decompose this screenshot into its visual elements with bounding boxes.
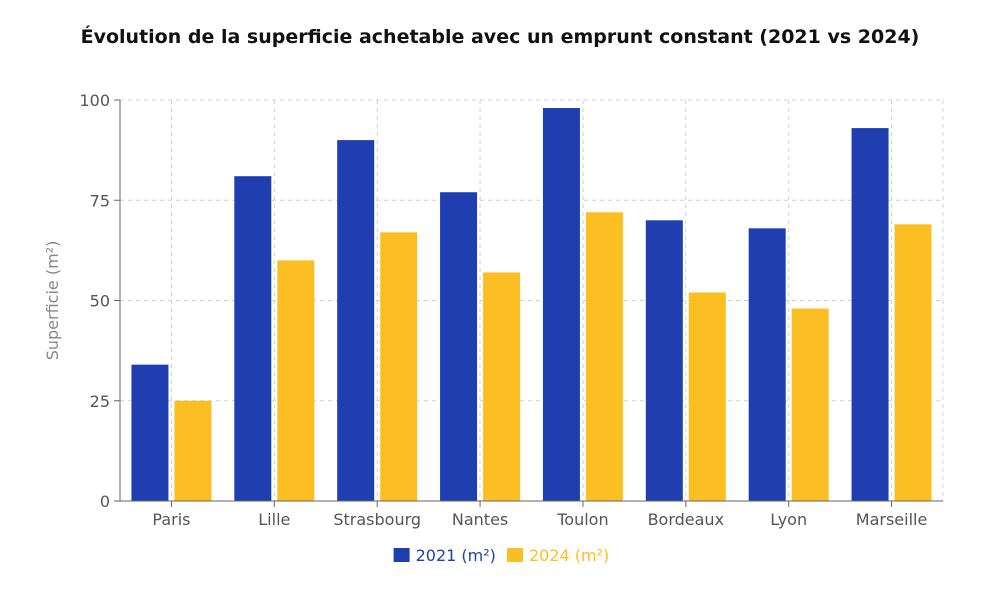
bar-2024-bordeaux [688,292,726,501]
bar-2024-strasbourg [380,232,418,501]
bar-2021-bordeaux [645,220,683,502]
bar-2021-strasbourg [337,140,375,501]
y-tick-label: 0 [100,492,110,511]
bar-2024-lille [277,260,315,501]
x-tick-label: Lille [258,510,290,529]
bar-2021-lille [234,176,272,501]
x-tick-label: Nantes [452,510,508,529]
legend-label-2021: 2021 (m²) [416,546,496,565]
bar-2024-marseille [894,224,932,501]
legend-label-2024: 2024 (m²) [529,546,609,565]
x-tick-label: Strasbourg [333,510,421,529]
bar-2021-toulon [542,108,580,502]
x-tick-label: Toulon [556,510,608,529]
bar-2021-lyon [748,228,786,501]
y-tick-label: 25 [90,392,110,411]
bar-2021-nantes [440,192,478,502]
bar-2024-lyon [791,308,829,501]
chart-title: Évolution de la superficie achetable ave… [80,26,920,48]
bar-2021-marseille [851,128,889,501]
bar-2024-nantes [483,272,521,501]
y-tick-label: 75 [90,191,110,210]
x-tick-label: Lyon [770,510,807,529]
bar-2024-toulon [585,212,623,501]
bar-2021-paris [131,364,169,501]
x-tick-label: Marseille [856,510,928,529]
legend-swatch-2021 [393,548,410,562]
y-tick-label: 100 [79,91,110,110]
bar-2024-paris [174,400,212,501]
x-tick-label: Paris [152,510,190,529]
y-axis-title: Superficie (m²) [43,241,62,361]
x-tick-label: Bordeaux [648,510,724,529]
y-tick-label: 50 [90,292,110,311]
legend-swatch-2024 [507,548,523,562]
